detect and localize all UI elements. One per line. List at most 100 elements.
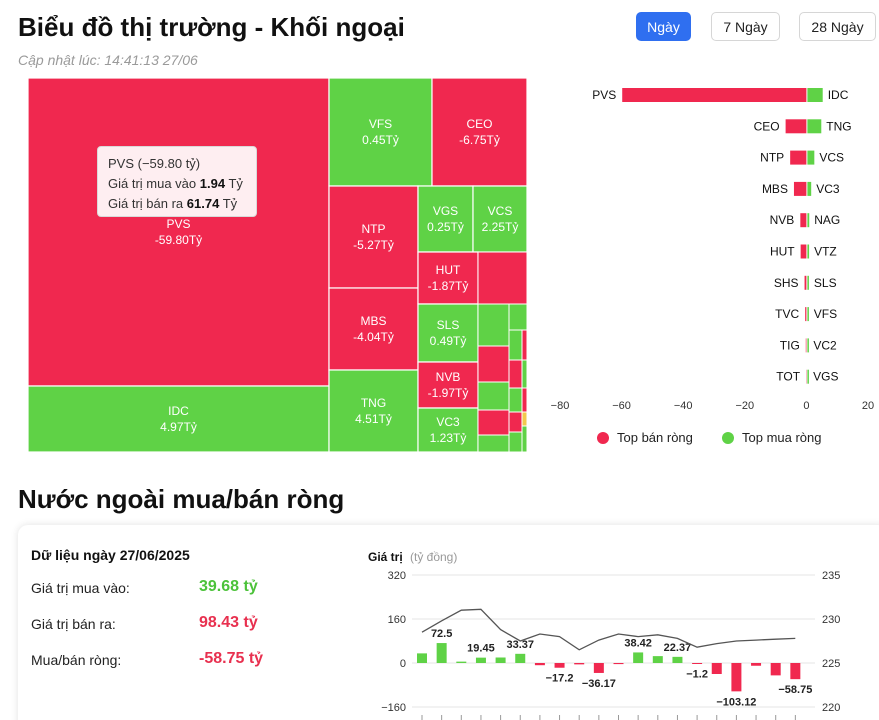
bar-sell-pvs[interactable]	[622, 88, 807, 102]
range-day-button[interactable]: Ngày	[636, 12, 691, 41]
legend-sell-dot	[597, 431, 609, 444]
treemap-tile-hut[interactable]: HUT-1.87Tỷ	[417, 251, 479, 305]
bar-buy-vgs[interactable]	[807, 369, 809, 384]
treemap-tile-mbs[interactable]: MBS-4.04Tỷ	[328, 287, 419, 371]
net-bar[interactable]	[495, 657, 506, 664]
net-bar[interactable]	[652, 656, 663, 663]
net-bar-label: 72.5	[431, 628, 452, 640]
bar-sell-tvc[interactable]	[805, 307, 807, 322]
net-bar[interactable]	[554, 663, 565, 668]
treemap-tile-small[interactable]	[477, 409, 510, 436]
bar-buy-label: VCS	[819, 151, 844, 165]
treemap-tile-small[interactable]	[477, 251, 528, 305]
treemap-tile-small[interactable]	[521, 359, 528, 389]
treemap-tile-small[interactable]	[477, 434, 510, 453]
bar-buy-sls[interactable]	[807, 275, 809, 290]
bar-buy-label: VFS	[814, 307, 837, 321]
tooltip-sell-value: 61.74	[186, 196, 220, 211]
treemap-tile-ntp[interactable]: NTP-5.27Tỷ	[328, 185, 419, 289]
net-bar-label: −17.2	[546, 673, 574, 685]
bar-sell-mbs[interactable]	[793, 181, 807, 196]
range-28day-button[interactable]: 28 Ngày	[799, 12, 876, 41]
y-tick-right: 220	[822, 702, 840, 714]
net-bar-label: −1.2	[686, 668, 708, 680]
net-bar-label: 22.37	[664, 642, 692, 654]
summary-net-label: Mua/bán ròng:	[31, 652, 122, 668]
net-bar[interactable]	[436, 643, 447, 663]
bar-buy-vfs[interactable]	[807, 307, 809, 322]
y-tick-left: 0	[400, 658, 406, 670]
net-bar[interactable]	[593, 663, 604, 673]
legend-sell-label: Top bán ròng	[617, 430, 693, 445]
treemap-tile-small[interactable]	[521, 387, 528, 413]
net-bar[interactable]	[770, 663, 781, 676]
bar-buy-vtz[interactable]	[807, 244, 810, 259]
treemap-tile-small[interactable]	[477, 303, 510, 347]
net-bar[interactable]	[534, 663, 545, 666]
treemap-tile-small[interactable]	[508, 431, 523, 453]
treemap-tile-small[interactable]	[521, 425, 528, 453]
net-bar[interactable]	[633, 652, 644, 663]
summary-net-value: -58.75 tỷ	[199, 650, 264, 667]
bar-buy-nag[interactable]	[807, 213, 810, 228]
bar-buy-vcs[interactable]	[807, 150, 815, 165]
bar-sell-hut[interactable]	[800, 244, 807, 259]
net-bar[interactable]	[475, 657, 486, 663]
y-tick-right: 230	[822, 614, 840, 626]
net-bar[interactable]	[613, 663, 624, 665]
bar-sell-shs[interactable]	[804, 275, 807, 290]
net-bar[interactable]	[692, 663, 703, 664]
bar-buy-idc[interactable]	[807, 88, 823, 102]
tooltip-sell-label: Giá trị bán ra	[108, 196, 184, 211]
net-bar[interactable]	[731, 663, 742, 692]
net-bar[interactable]	[574, 663, 585, 665]
treemap-tile-small[interactable]	[521, 329, 528, 361]
treemap-tile-small[interactable]	[477, 345, 510, 383]
treemap-tile-pvs[interactable]: PVS-59.80Tỷ	[27, 77, 330, 387]
treemap-tile-small[interactable]	[508, 303, 528, 331]
bar-sell-tig[interactable]	[805, 338, 807, 353]
bar-sell-label: SHS	[774, 276, 799, 290]
section-title-net: Nước ngoài mua/bán ròng	[18, 484, 345, 514]
net-bar[interactable]	[711, 663, 722, 674]
summary-sell-value: 98.43 tỷ	[199, 614, 258, 631]
bar-sell-ntp[interactable]	[790, 150, 807, 165]
treemap-tile-small[interactable]	[508, 359, 523, 389]
net-bar[interactable]	[456, 661, 467, 663]
treemap-tile-small[interactable]	[477, 381, 510, 411]
legend-buy[interactable]: Top mua ròng	[722, 430, 822, 445]
legend-sell[interactable]: Top bán ròng	[597, 430, 693, 445]
treemap-tile-ceo[interactable]: CEO-6.75Tỷ	[431, 77, 528, 187]
bar-sell-label: CEO	[754, 119, 780, 133]
net-bar[interactable]	[790, 663, 801, 680]
net-bar-label: −103.12	[716, 696, 756, 708]
treemap-tile-small[interactable]	[508, 411, 523, 433]
bar-sell-nvb[interactable]	[800, 213, 807, 228]
treemap-tile-nvb[interactable]: NVB-1.97Tỷ	[417, 361, 479, 409]
y-tick-right: 225	[822, 658, 840, 670]
net-bar[interactable]	[417, 653, 427, 663]
bar-sell-ceo[interactable]	[785, 119, 807, 134]
net-bar[interactable]	[672, 656, 683, 663]
treemap-tile-small[interactable]	[508, 329, 523, 361]
bar-buy-vc3[interactable]	[807, 181, 812, 196]
treemap-tile-small[interactable]	[508, 387, 523, 413]
range-7day-button[interactable]: 7 Ngày	[711, 12, 780, 41]
net-bar-label: 38.42	[624, 637, 652, 649]
net-bar[interactable]	[751, 663, 762, 666]
bar-buy-vc2[interactable]	[807, 338, 809, 353]
net-bar[interactable]	[515, 653, 526, 663]
bar-buy-tng[interactable]	[807, 119, 822, 134]
summary-sell-label: Giá trị bán ra:	[31, 616, 116, 632]
bar-sell-label: TVC	[775, 307, 799, 321]
treemap-tile-small[interactable]	[521, 411, 528, 427]
summary-date: Dữ liệu ngày 27/06/2025	[31, 547, 190, 563]
legend-buy-label: Top mua ròng	[742, 430, 822, 445]
